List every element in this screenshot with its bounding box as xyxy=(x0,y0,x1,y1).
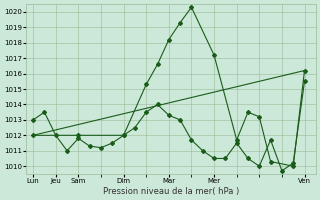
X-axis label: Pression niveau de la mer( hPa ): Pression niveau de la mer( hPa ) xyxy=(103,187,239,196)
